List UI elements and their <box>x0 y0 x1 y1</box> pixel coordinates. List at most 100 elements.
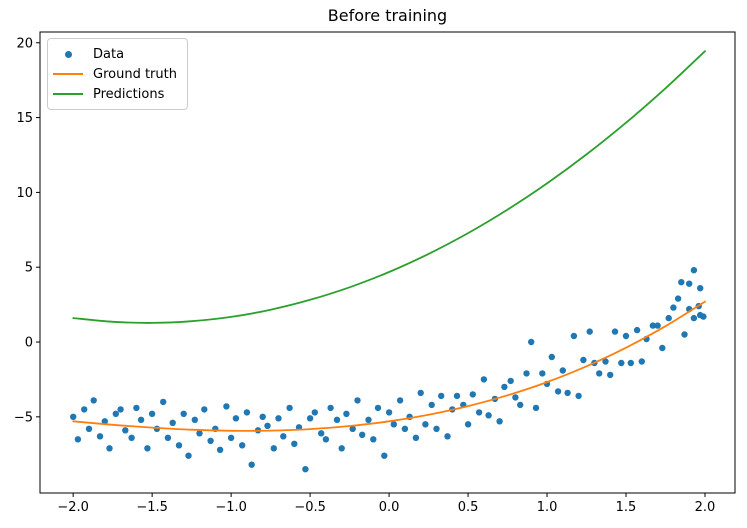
y-tick-label: 15 <box>16 111 33 126</box>
y-axis: −5 0 5 10 15 20 <box>14 36 40 425</box>
scatter-point <box>638 358 645 365</box>
scatter-point <box>270 445 277 452</box>
scatter-point <box>564 389 571 397</box>
legend-handle <box>53 73 83 75</box>
scatter-point <box>306 415 314 422</box>
x-tick-label: −1.5 <box>136 500 168 515</box>
scatter-point <box>607 371 614 379</box>
scatter-point <box>160 398 167 406</box>
y-tick-label: 5 <box>25 261 33 276</box>
scatter-point <box>485 412 492 419</box>
scatter-point <box>697 285 704 292</box>
scatter-point <box>333 416 341 423</box>
scatter-point <box>559 367 566 374</box>
scatter-point <box>318 430 325 437</box>
scatter-point <box>428 401 435 409</box>
scatter-point <box>528 338 535 346</box>
scatter-point <box>618 359 625 367</box>
scatter-point <box>469 391 476 398</box>
scatter-point <box>586 328 593 335</box>
scatter-point <box>649 322 657 329</box>
scatter-point <box>681 331 688 338</box>
scatter-point <box>196 430 203 437</box>
scatter-point <box>185 452 192 459</box>
legend-item-data: Data <box>53 44 177 64</box>
scatter-point <box>311 409 318 416</box>
x-tick-label: −0.5 <box>294 500 326 515</box>
scatter-point <box>164 434 172 441</box>
scatter-point <box>122 427 129 434</box>
scatter-point <box>575 392 582 400</box>
line-predictions <box>72 50 706 324</box>
scatter-point <box>148 410 156 417</box>
x-tick-label: 1.0 <box>537 500 558 515</box>
scatter-point <box>338 445 345 452</box>
scatter-point <box>349 425 356 432</box>
series-predictions <box>72 50 706 324</box>
scatter-point <box>365 416 372 423</box>
y-tick-label: 0 <box>25 336 33 351</box>
scatter-point <box>554 388 562 395</box>
scatter-point <box>627 359 634 367</box>
scatter-point <box>548 353 555 361</box>
scatter-point <box>175 442 183 449</box>
scatter-point <box>523 370 530 377</box>
scatter-point <box>381 452 388 459</box>
scatter-point <box>232 415 240 422</box>
scatter-point <box>85 425 93 432</box>
scatter-point <box>507 377 514 385</box>
scatter-point <box>359 431 366 438</box>
line-swatch-icon <box>53 93 83 95</box>
scatter-point <box>665 314 672 322</box>
scatter-point <box>385 409 393 416</box>
plot-frame <box>39 31 736 494</box>
scatter-point <box>101 418 109 425</box>
legend-handle <box>53 50 83 58</box>
scatter-point <box>128 434 135 441</box>
x-tick-label: 1.5 <box>616 500 637 515</box>
scatter-point <box>223 403 230 410</box>
scatter-point <box>438 392 445 400</box>
legend-label-data: Data <box>93 46 125 62</box>
scatter-point <box>700 313 707 320</box>
scatter-point <box>112 410 120 417</box>
scatter-point <box>512 394 519 401</box>
chart-title: Before training <box>327 6 448 25</box>
scatter-point <box>280 433 287 440</box>
scatter-point <box>248 461 255 468</box>
legend: Data Ground truth Predictions <box>47 38 188 110</box>
legend-label-ground-truth: Ground truth <box>93 66 177 82</box>
scatter-point <box>227 434 235 441</box>
scatter-point <box>570 332 578 340</box>
scatter-point <box>322 436 330 443</box>
scatter-point <box>239 442 246 449</box>
scatter-point <box>496 418 503 425</box>
scatter-point <box>74 436 82 443</box>
scatter-point <box>243 409 251 416</box>
scatter-point <box>422 421 429 428</box>
x-tick-label: 0.5 <box>458 500 479 515</box>
scatter-point <box>622 332 630 340</box>
scatter-point <box>602 358 609 365</box>
scatter-point <box>370 436 377 443</box>
scatter-point <box>532 404 540 412</box>
scatter-point <box>302 466 309 473</box>
scatter-point <box>417 389 424 397</box>
scatter-point <box>654 322 661 329</box>
scatter-point <box>354 397 361 404</box>
scatter-point <box>611 328 619 335</box>
legend-handle <box>53 93 83 95</box>
scatter-point <box>286 404 293 412</box>
scatter-point <box>659 344 666 352</box>
y-tick-label: −5 <box>14 410 33 425</box>
scatter-point <box>670 304 677 311</box>
scatter-point <box>90 397 97 404</box>
x-tick-label: −2.0 <box>57 500 89 515</box>
series-ground-truth <box>72 300 706 432</box>
x-tick-label: 0.0 <box>379 500 400 515</box>
scatter-point <box>343 410 350 417</box>
scatter-point <box>517 401 524 409</box>
legend-item-predictions: Predictions <box>53 84 177 104</box>
